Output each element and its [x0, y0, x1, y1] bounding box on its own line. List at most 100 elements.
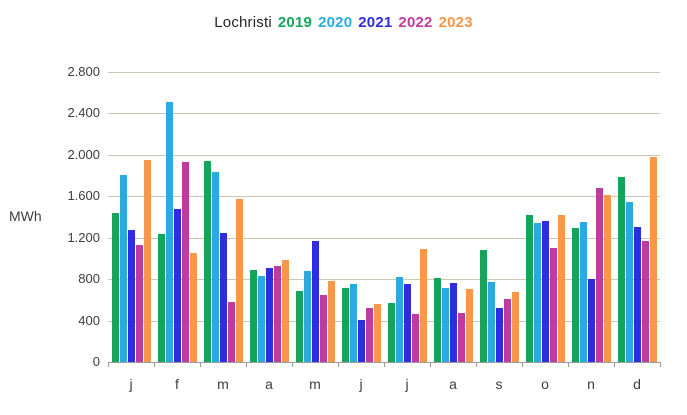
y-axis-label-400: 400 [78, 312, 100, 328]
bar-2019-month-11 [571, 228, 579, 362]
plot-area [108, 72, 660, 363]
gridline-400 [108, 320, 660, 322]
x-axis-tick-9 [522, 362, 523, 367]
bar-2019-month-7 [387, 303, 395, 362]
bar-2020-month-2 [165, 102, 173, 362]
bar-2019-month-5 [295, 291, 303, 362]
bar-2023-month-5 [327, 281, 335, 362]
bar-2022-month-8 [457, 313, 465, 362]
bar-2020-month-6 [349, 284, 357, 362]
bar-2021-month-11 [587, 279, 595, 362]
gridline-2800 [108, 72, 660, 73]
bar-2022-month-11 [595, 188, 603, 362]
bar-2022-month-10 [549, 248, 557, 362]
bar-2020-month-8 [441, 288, 449, 362]
bar-2021-month-7 [403, 284, 411, 362]
legend: 2019 2020 2021 2022 2023 [272, 14, 473, 31]
bar-2023-month-4 [281, 260, 289, 362]
bar-group-10-o [522, 72, 568, 362]
legend-year-2023: 2023 [438, 14, 473, 31]
bar-2023-month-12 [649, 157, 657, 362]
x-axis-label-8-a: a [449, 376, 457, 392]
bar-2023-month-2 [189, 253, 197, 362]
bar-2019-month-2 [157, 234, 165, 362]
bar-2022-month-6 [365, 308, 373, 362]
bar-2020-month-11 [579, 222, 587, 362]
x-axis-tick-10 [568, 362, 569, 367]
legend-year-2019: 2019 [277, 14, 313, 31]
x-axis-label-12-d: d [633, 376, 641, 392]
bar-2023-month-11 [603, 195, 611, 362]
x-axis-label-4-a: a [265, 376, 273, 392]
bar-2021-month-2 [173, 209, 181, 362]
x-axis-tick-0 [108, 362, 109, 367]
bar-2021-month-6 [357, 320, 365, 362]
y-axis-label-2400: 2.400 [67, 105, 100, 121]
bar-2019-month-8 [433, 278, 441, 362]
x-axis-tick-6 [384, 362, 385, 367]
gridline-2000 [108, 154, 660, 156]
bar-2020-month-1 [119, 175, 127, 362]
bar-2019-month-1 [111, 213, 119, 362]
bar-group-12-d [614, 72, 660, 362]
x-axis-tick-11 [614, 362, 615, 367]
bar-group-3-m [200, 72, 246, 362]
bar-2019-month-4 [249, 270, 257, 362]
bar-2021-month-9 [495, 308, 503, 362]
bar-group-6-j [338, 72, 384, 362]
bar-2019-month-12 [617, 177, 625, 362]
gridline-800 [108, 279, 660, 281]
x-axis-label-2-f: f [175, 376, 179, 392]
x-axis-tick-8 [476, 362, 477, 367]
bar-2020-month-9 [487, 282, 495, 362]
bar-2019-month-9 [479, 250, 487, 362]
bar-2022-month-4 [273, 266, 281, 362]
bar-2022-month-12 [641, 241, 649, 362]
bar-2021-month-12 [633, 227, 641, 362]
bar-2020-month-5 [303, 271, 311, 362]
bar-2021-month-10 [541, 221, 549, 362]
bar-2023-month-7 [419, 249, 427, 362]
y-axis-label-800: 800 [78, 271, 100, 287]
chart-title-row: Lochristi 2019 2020 2021 2022 2023 [0, 13, 687, 33]
bar-group-2-f [154, 72, 200, 362]
x-axis-tick-5 [338, 362, 339, 367]
gridline-2400 [108, 113, 660, 115]
legend-year-2020: 2020 [318, 14, 353, 31]
x-axis-label-1-j: j [129, 376, 133, 392]
bar-2020-month-10 [533, 223, 541, 362]
bar-2019-month-3 [203, 161, 211, 362]
x-axis-label-9-s: s [495, 376, 503, 392]
bar-2020-month-12 [625, 202, 633, 362]
x-axis-label-7-j: j [405, 376, 409, 392]
bar-group-9-s [476, 72, 522, 362]
bar-group-8-a [430, 72, 476, 362]
bar-2021-month-3 [219, 233, 227, 362]
bar-2019-month-10 [525, 215, 533, 362]
bar-2020-month-4 [257, 276, 265, 362]
bar-group-5-m [292, 72, 338, 362]
y-axis-label-1200: 1.200 [67, 229, 100, 245]
x-axis-label-6-j: j [359, 376, 363, 392]
bar-2021-month-5 [311, 241, 319, 362]
gridline-1200 [108, 237, 660, 239]
y-axis-label-1600: 1.600 [67, 188, 100, 204]
x-axis-tick-7 [430, 362, 431, 367]
bar-2020-month-3 [211, 172, 219, 362]
bar-2021-month-8 [449, 283, 457, 362]
bar-group-4-a [246, 72, 292, 362]
bar-2023-month-6 [373, 304, 381, 362]
x-axis-tick-12 [660, 362, 661, 367]
bar-2023-month-3 [235, 199, 243, 362]
bar-2021-month-1 [127, 230, 135, 362]
y-axis-label-2000: 2.000 [67, 146, 100, 162]
y-axis-label-2800: 2.800 [67, 64, 100, 79]
bar-2020-month-7 [395, 277, 403, 362]
bar-group-7-j [384, 72, 430, 362]
x-axis-tick-3 [246, 362, 247, 367]
bar-2022-month-7 [411, 314, 419, 362]
legend-year-2021: 2021 [358, 14, 393, 31]
y-axis-title: MWh [9, 208, 42, 224]
x-axis-label-3-m: m [217, 376, 229, 392]
bar-2022-month-3 [227, 302, 235, 362]
